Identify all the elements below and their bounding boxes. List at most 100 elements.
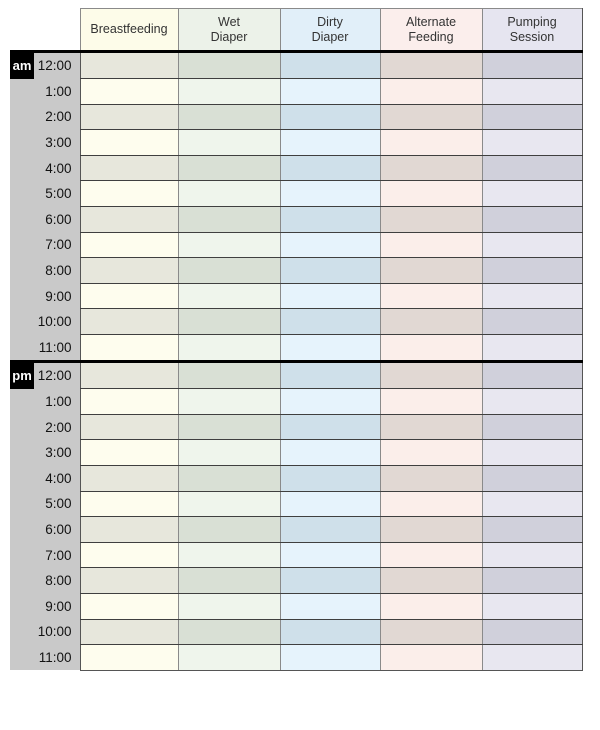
cell-pumping-session-pm-700 (481, 542, 583, 569)
time-label-am-300: 3:00 (10, 129, 80, 156)
row-pm-1000: 10:00 (10, 619, 583, 646)
time-label-pm-700: 7:00 (10, 542, 80, 568)
cell-breastfeeding-am-500 (79, 180, 178, 208)
cell-dirty-diaper-am-1200 (279, 49, 380, 80)
row-pm-900: 9:00 (10, 593, 583, 620)
cell-wet-diaper-pm-600 (177, 516, 280, 543)
cell-breastfeeding-pm-400 (79, 465, 178, 492)
time-label-am-600: 6:00 (10, 206, 80, 233)
row-pm-300: 3:00 (10, 439, 583, 466)
time-cell-inner: 5:00 (10, 181, 80, 207)
cell-dirty-diaper-pm-200 (279, 414, 380, 441)
cell-breastfeeding-am-100 (79, 78, 178, 105)
row-pm-700: 7:00 (10, 542, 583, 569)
cell-pumping-session-am-200 (481, 104, 583, 131)
cell-alternate-feeding-am-700 (379, 232, 482, 259)
time-label-am-1200: am 12:00 (10, 49, 80, 79)
time-cell-inner: 8:00 (10, 258, 80, 284)
corner-cell (10, 8, 80, 53)
time-text: 10:00 (37, 624, 72, 640)
cell-dirty-diaper-pm-900 (279, 593, 380, 620)
time-label-pm-1100: 11:00 (10, 644, 80, 671)
time-label-am-100: 1:00 (10, 78, 80, 105)
cell-dirty-diaper-am-400 (279, 155, 380, 182)
column-header-breastfeeding: Breastfeeding (79, 8, 178, 53)
time-text: 1:00 (45, 83, 72, 99)
cell-dirty-diaper-pm-600 (279, 516, 380, 543)
cell-alternate-feeding-pm-700 (379, 542, 482, 569)
column-header-label: Wet (218, 14, 240, 29)
cell-alternate-feeding-pm-400 (379, 465, 482, 492)
cell-dirty-diaper-pm-400 (279, 465, 380, 492)
cell-wet-diaper-pm-200 (177, 414, 280, 441)
time-text: 5:00 (45, 186, 72, 202)
cell-dirty-diaper-pm-700 (279, 542, 380, 569)
cell-wet-diaper-pm-900 (177, 593, 280, 620)
cell-breastfeeding-am-1200 (79, 49, 178, 80)
cell-wet-diaper-am-300 (177, 129, 280, 156)
cell-dirty-diaper-pm-1100 (279, 644, 380, 671)
cell-wet-diaper-am-800 (177, 257, 280, 284)
time-text: 8:00 (45, 263, 72, 279)
cell-alternate-feeding-am-600 (379, 206, 482, 233)
time-cell-inner: 11:00 (10, 335, 80, 361)
time-cell-inner: 4:00 (10, 155, 80, 181)
time-cell-inner: 3:00 (10, 440, 80, 466)
time-cell-inner: 5:00 (10, 491, 80, 517)
time-label-pm-500: 5:00 (10, 491, 80, 517)
row-am-1000: 10:00 (10, 308, 583, 336)
column-header-label: Session (509, 29, 555, 44)
cell-pumping-session-am-100 (481, 78, 583, 105)
time-cell-inner: 9:00 (10, 593, 80, 619)
time-cell-inner: 6:00 (10, 207, 80, 233)
time-cell-inner: 7:00 (10, 542, 80, 568)
time-text: 12:00 (37, 368, 72, 384)
row-am-300: 3:00 (10, 129, 583, 156)
time-label-am-400: 4:00 (10, 155, 80, 181)
time-text: 11:00 (38, 339, 72, 355)
row-am-1200: am 12:00 (10, 49, 583, 80)
cell-wet-diaper-pm-100 (177, 388, 280, 415)
cell-alternate-feeding-am-900 (379, 283, 482, 310)
cell-alternate-feeding-pm-300 (379, 439, 482, 466)
time-label-pm-800: 8:00 (10, 567, 80, 594)
baby-log-chart-page: Breastfeeding Wet Diaper Dirty Diaper Alterna… (10, 8, 583, 671)
cell-breastfeeding-pm-200 (79, 414, 178, 441)
time-text: 3:00 (45, 135, 72, 151)
time-cell-inner: 4:00 (10, 466, 80, 492)
cell-pumping-session-pm-1000 (481, 619, 583, 646)
cell-wet-diaper-am-400 (177, 155, 280, 182)
cell-wet-diaper-pm-500 (177, 491, 280, 518)
column-header-label: Diaper (311, 29, 349, 44)
cell-dirty-diaper-am-1100 (279, 334, 380, 363)
row-pm-100: 1:00 (10, 388, 583, 415)
cell-wet-diaper-pm-1000 (177, 619, 280, 646)
cell-dirty-diaper-am-100 (279, 78, 380, 105)
cell-breastfeeding-am-900 (79, 283, 178, 310)
row-pm-400: 4:00 (10, 465, 583, 492)
column-header-alternate-feeding: Alternate Feeding (379, 8, 482, 53)
cell-pumping-session-am-1200 (481, 49, 583, 80)
cell-breastfeeding-pm-1000 (79, 619, 178, 646)
cell-wet-diaper-am-700 (177, 232, 280, 259)
time-label-pm-100: 1:00 (10, 388, 80, 415)
cell-wet-diaper-am-1100 (177, 334, 280, 363)
cell-dirty-diaper-pm-300 (279, 439, 380, 466)
cell-dirty-diaper-pm-800 (279, 567, 380, 594)
cell-pumping-session-pm-500 (481, 491, 583, 518)
time-label-am-700: 7:00 (10, 232, 80, 258)
row-pm-1100: 11:00 (10, 644, 583, 671)
cell-breastfeeding-pm-700 (79, 542, 178, 569)
time-text: 4:00 (45, 470, 72, 486)
cell-alternate-feeding-pm-800 (379, 567, 482, 594)
time-text: 9:00 (45, 598, 72, 614)
row-am-100: 1:00 (10, 78, 583, 105)
cell-alternate-feeding-pm-600 (379, 516, 482, 543)
time-text: 12:00 (37, 58, 72, 74)
cell-alternate-feeding-am-800 (379, 257, 482, 284)
cell-alternate-feeding-pm-200 (379, 414, 482, 441)
time-cell-inner: 6:00 (10, 517, 80, 543)
time-label-pm-200: 2:00 (10, 414, 80, 440)
cell-dirty-diaper-am-600 (279, 206, 380, 233)
cell-pumping-session-pm-200 (481, 414, 583, 441)
